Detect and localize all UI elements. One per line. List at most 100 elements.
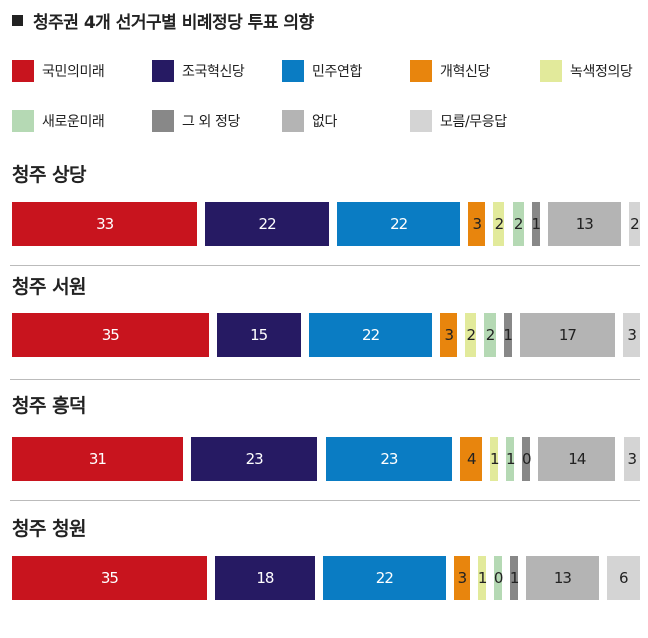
bar-value-label: 2 xyxy=(513,215,523,233)
bar-segment: 4 xyxy=(460,437,483,481)
bar-segment: 0 xyxy=(493,556,503,600)
bar-segment: 18 xyxy=(214,556,315,600)
bar-value-label: 1 xyxy=(531,215,541,233)
bar-value-label: 22 xyxy=(258,215,277,233)
bar-segment: 2 xyxy=(484,313,496,357)
bar-value-label: 23 xyxy=(245,450,264,468)
legend-label: 민주연합 xyxy=(312,64,362,80)
legend-swatch xyxy=(152,60,174,82)
bar-segment: 23 xyxy=(325,437,453,481)
bar-segment: 1 xyxy=(503,313,513,357)
bar-value-label: 17 xyxy=(558,326,577,344)
legend-swatch xyxy=(12,110,34,132)
bar-value-label: 15 xyxy=(250,326,268,344)
bar-value-label: 1 xyxy=(477,569,487,587)
bar-segment: 3 xyxy=(623,437,640,481)
bar-segment: 1 xyxy=(477,556,487,600)
bar-value-label: 22 xyxy=(390,215,408,233)
bar-value-label: 23 xyxy=(380,450,398,468)
bar-value-label: 22 xyxy=(375,569,394,587)
legend-label: 녹색정의당 xyxy=(570,64,633,80)
bar-segment: 2 xyxy=(493,202,505,246)
bar-value-label: 6 xyxy=(619,569,628,587)
legend-item: 조국혁신당 xyxy=(152,58,245,84)
region-divider xyxy=(10,379,640,380)
bar-segment: 23 xyxy=(190,437,318,481)
bar-value-label: 0 xyxy=(493,569,503,587)
bar-segment: 3 xyxy=(440,313,458,357)
region-divider xyxy=(10,500,640,501)
region-title: 청주 상당 xyxy=(12,164,87,186)
bar-segment: 14 xyxy=(538,437,616,481)
bar-value-label: 3 xyxy=(472,215,482,233)
bar-segment: 22 xyxy=(323,556,446,600)
bar-segment: 1 xyxy=(531,202,541,246)
region-title: 청주 청원 xyxy=(12,518,87,540)
bar-segment: 35 xyxy=(12,556,207,600)
bar-value-label: 31 xyxy=(88,450,107,468)
bar-value-label: 0 xyxy=(522,450,531,468)
bar-segment: 35 xyxy=(12,313,209,357)
chart-title: 청주권 4개 선거구별 비례정당 투표 의향 xyxy=(33,12,314,33)
bar-value-label: 33 xyxy=(96,215,114,233)
bar-segment: 13 xyxy=(547,202,621,246)
region-title: 청주 흥덕 xyxy=(12,395,87,417)
legend-swatch xyxy=(540,60,562,82)
legend-item: 그 외 정당 xyxy=(152,108,240,134)
bar-segment: 13 xyxy=(526,556,599,600)
bar-segment: 1 xyxy=(509,556,519,600)
bar-segment: 2 xyxy=(628,202,640,246)
bar-segment: 3 xyxy=(468,202,486,246)
bar-segment: 22 xyxy=(308,313,433,357)
legend-item: 녹색정의당 xyxy=(540,58,633,84)
bar-segment: 1 xyxy=(490,437,500,481)
region-title: 청주 서원 xyxy=(12,276,87,298)
legend-swatch xyxy=(410,110,432,132)
bar-segment: 33 xyxy=(12,202,198,246)
bar-value-label: 1 xyxy=(506,450,515,468)
legend-item: 없다 xyxy=(282,108,337,134)
bar-value-label: 3 xyxy=(444,326,454,344)
legend-swatch xyxy=(152,110,174,132)
legend-label: 국민의미래 xyxy=(42,64,105,80)
legend-swatch xyxy=(282,110,304,132)
bar-value-label: 4 xyxy=(467,450,476,468)
bar-segment: 31 xyxy=(12,437,183,481)
bar-value-label: 2 xyxy=(494,215,504,233)
bar-segment: 3 xyxy=(453,556,471,600)
legend-label: 새로운미래 xyxy=(42,114,105,130)
bar-value-label: 13 xyxy=(553,569,572,587)
bar-segment: 0 xyxy=(522,437,532,481)
legend-item: 새로운미래 xyxy=(12,108,105,134)
bar-segment: 6 xyxy=(606,556,640,600)
bar-value-label: 1 xyxy=(509,569,519,587)
legend-label: 개혁신당 xyxy=(440,64,490,80)
bar-value-label: 35 xyxy=(101,326,120,344)
bar-segment: 3 xyxy=(623,313,640,357)
bar-value-label: 1 xyxy=(503,326,512,344)
bar-value-label: 14 xyxy=(568,450,586,468)
legend-item: 모름/무응답 xyxy=(410,108,507,134)
legend-swatch xyxy=(282,60,304,82)
bar-value-label: 3 xyxy=(627,326,636,344)
bar-value-label: 13 xyxy=(575,215,594,233)
legend-label: 없다 xyxy=(312,114,337,130)
bar-value-label: 35 xyxy=(100,569,119,587)
bar-value-label: 2 xyxy=(485,326,495,344)
bar-segment: 22 xyxy=(336,202,461,246)
legend-item: 개혁신당 xyxy=(410,58,490,84)
chart-title-row: 청주권 4개 선거구별 비례정당 투표 의향 xyxy=(12,8,314,33)
bar-value-label: 2 xyxy=(466,326,476,344)
bar-segment: 22 xyxy=(205,202,329,246)
bar-value-label: 2 xyxy=(630,215,639,233)
bar-segment: 17 xyxy=(519,313,616,357)
legend-item: 민주연합 xyxy=(282,58,362,84)
legend-swatch xyxy=(12,60,34,82)
region-divider xyxy=(10,265,640,266)
legend-swatch xyxy=(410,60,432,82)
bar-segment: 2 xyxy=(465,313,477,357)
legend-item: 국민의미래 xyxy=(12,58,105,84)
bar-value-label: 18 xyxy=(256,569,274,587)
bar-segment: 15 xyxy=(216,313,301,357)
